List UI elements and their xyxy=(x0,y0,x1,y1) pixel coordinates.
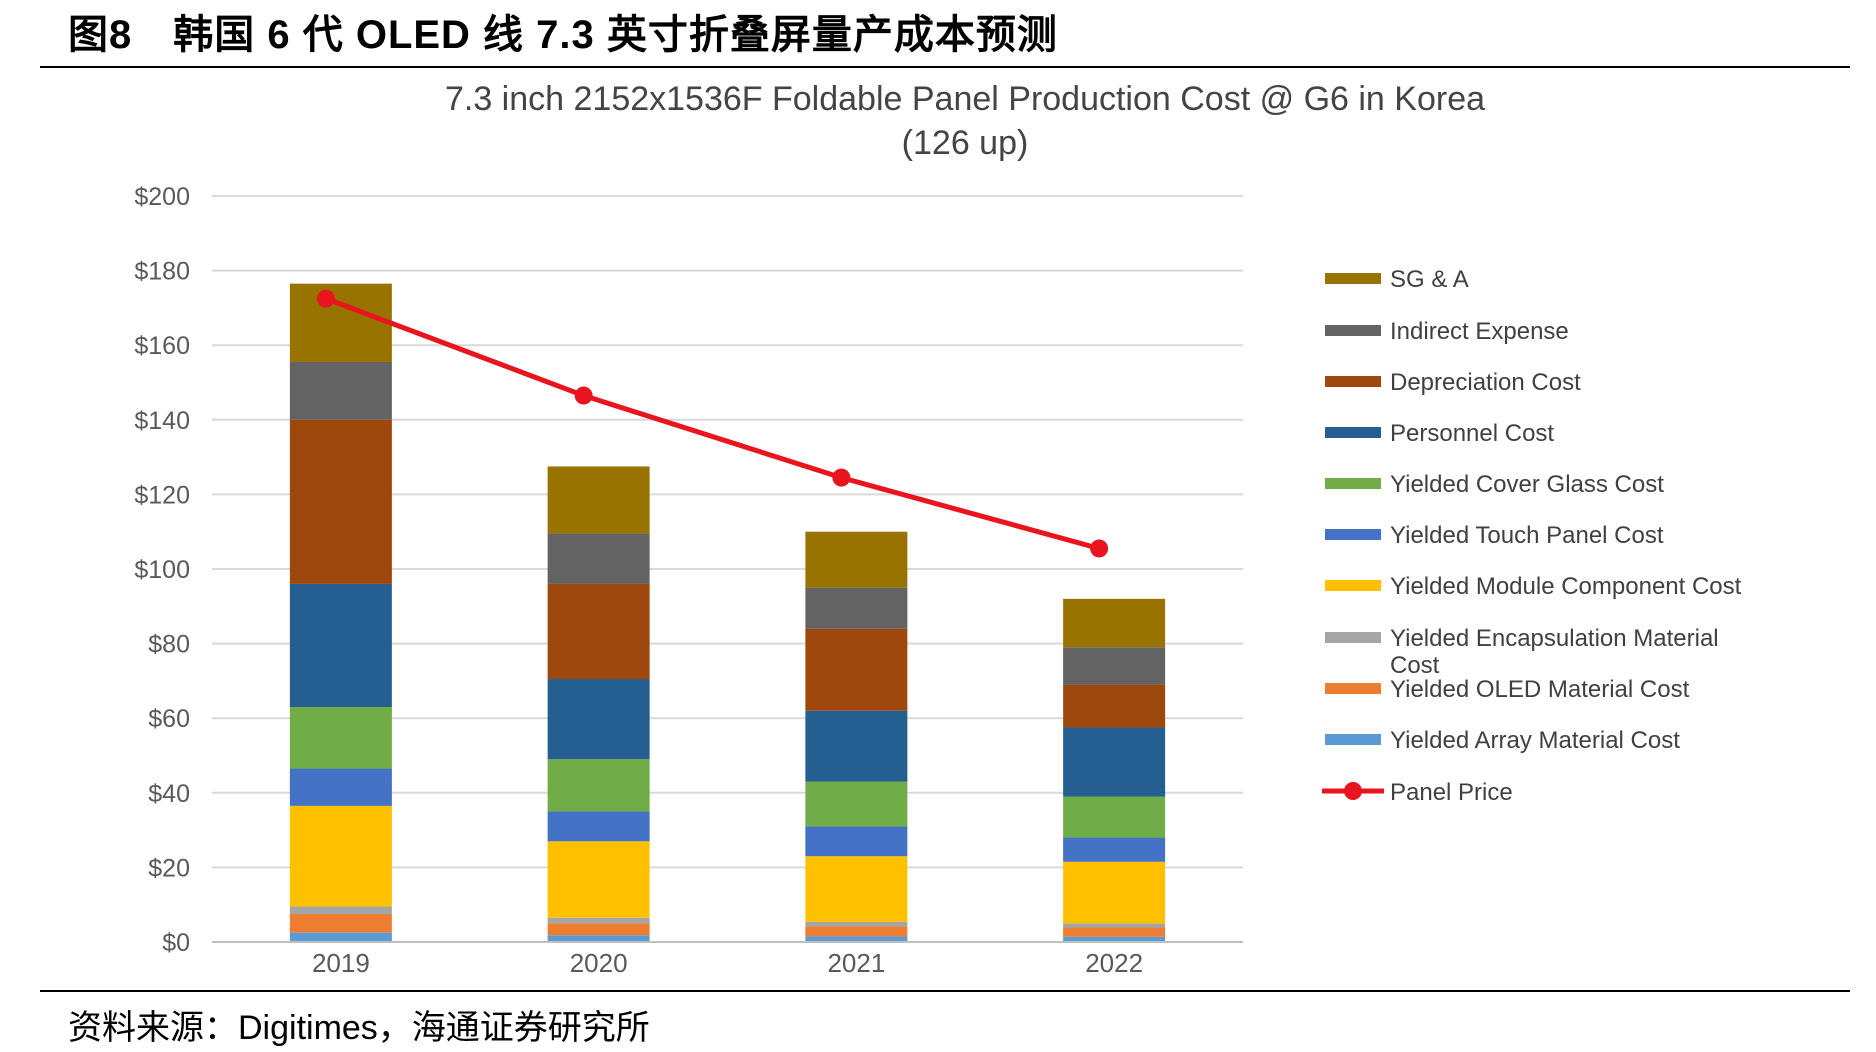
bar-segment xyxy=(1063,861,1166,924)
legend-label: Indirect Expense xyxy=(1390,318,1569,345)
legend-swatch xyxy=(1325,580,1381,591)
bottom-rule xyxy=(40,990,1850,992)
bar-segment xyxy=(1063,936,1166,942)
x-tick-label: 2020 xyxy=(570,948,628,978)
bars-layer xyxy=(289,283,1166,942)
bar-segment xyxy=(1063,796,1166,838)
x-tick-label: 2021 xyxy=(827,948,885,978)
bar-segment xyxy=(805,710,908,782)
x-tick-label: 2019 xyxy=(312,948,370,978)
bar-segment xyxy=(805,926,908,937)
bar-segment xyxy=(289,361,392,420)
panel-price-line xyxy=(324,296,1100,551)
bar-segment xyxy=(1063,684,1166,728)
bar-segment xyxy=(805,921,908,927)
panel-price-point xyxy=(316,289,335,308)
y-tick-label: $180 xyxy=(134,258,190,286)
bar-segment xyxy=(289,283,392,362)
bar-segment xyxy=(547,679,650,760)
legend-swatch xyxy=(1325,273,1381,284)
bar-segment xyxy=(547,583,650,680)
bar-segment xyxy=(547,923,650,936)
legend-swatch xyxy=(1325,529,1381,540)
bar-segment xyxy=(805,628,908,711)
bar-segment xyxy=(805,531,908,588)
bar-segment xyxy=(547,466,650,534)
legend-swatch xyxy=(1325,734,1381,745)
bar-segment xyxy=(547,917,650,924)
y-tick-label: $100 xyxy=(134,556,190,584)
line-layer xyxy=(316,289,1109,558)
bar-segment xyxy=(1063,727,1166,797)
legend-label: Yielded Encapsulation Material Cost xyxy=(1390,625,1719,679)
bar-segment xyxy=(1063,923,1166,928)
legend-swatch xyxy=(1325,683,1381,694)
bar-segment xyxy=(289,906,392,915)
bar-segment xyxy=(1063,647,1166,685)
bar-segment xyxy=(805,587,908,629)
source-note: 资料来源：Digitimes，海通证券研究所 xyxy=(68,1009,650,1047)
y-tick-label: $120 xyxy=(134,481,190,509)
y-tick-label: $200 xyxy=(134,183,190,211)
bar-segment xyxy=(289,932,392,942)
bar-segment xyxy=(547,841,650,918)
bar-segment xyxy=(1063,927,1166,937)
bar-segment xyxy=(805,781,908,827)
bar-segment xyxy=(805,856,908,922)
y-tick-label: $0 xyxy=(162,929,190,957)
chart: 7.3 inch 2152x1536F Foldable Panel Produ… xyxy=(134,80,1742,978)
y-tick-label: $80 xyxy=(148,631,190,659)
legend-swatch xyxy=(1325,427,1381,438)
y-tick-label: $140 xyxy=(134,407,190,435)
x-tick-label: 2022 xyxy=(1085,948,1143,978)
bar-segment xyxy=(547,533,650,584)
legend-label: Depreciation Cost xyxy=(1390,369,1581,396)
bar-segment xyxy=(805,936,908,942)
legend-swatch xyxy=(1325,478,1381,489)
chart-subtitle: (126 up) xyxy=(902,124,1029,162)
legend-line-marker xyxy=(1344,782,1362,800)
x-axis: 2019 2020 2021 2022 xyxy=(212,941,1243,978)
legend-label: Yielded OLED Material Cost xyxy=(1390,676,1690,703)
legend: SG & A Indirect Expense Depreciation Cost P… xyxy=(1322,266,1742,806)
bar-segment xyxy=(289,707,392,769)
bar-segment xyxy=(289,768,392,806)
legend-label: Yielded Cover Glass Cost xyxy=(1390,471,1664,498)
bar-segment xyxy=(1063,837,1166,862)
panel-price-point xyxy=(1090,539,1109,558)
bar-segment xyxy=(289,419,392,584)
panel-price-point xyxy=(832,468,851,487)
chart-title: 7.3 inch 2152x1536F Foldable Panel Produ… xyxy=(445,80,1485,118)
legend-swatch xyxy=(1325,632,1381,643)
bar-segment xyxy=(1063,598,1166,648)
legend-label: Yielded Array Material Cost xyxy=(1390,727,1680,754)
bar-segment xyxy=(289,583,392,708)
panel-price-point xyxy=(574,386,593,405)
y-tick-label: $60 xyxy=(148,705,190,733)
legend-swatch xyxy=(1325,325,1381,336)
bar-segment xyxy=(547,759,650,812)
figure-title: 图8 韩国 6 代 OLED 线 7.3 英寸折叠屏量产成本预测 xyxy=(68,13,1058,57)
legend-label: SG & A xyxy=(1390,266,1469,293)
y-tick-label: $160 xyxy=(134,332,190,360)
bar-segment xyxy=(805,826,908,857)
bar-segment xyxy=(547,811,650,842)
legend-label: Panel Price xyxy=(1390,779,1513,806)
bar-segment xyxy=(547,935,650,942)
y-tick-label: $40 xyxy=(148,780,190,808)
legend-label: Personnel Cost xyxy=(1390,420,1554,447)
bar-segment xyxy=(289,914,392,933)
top-rule xyxy=(40,66,1850,68)
bar-segment xyxy=(289,805,392,907)
y-tick-label: $20 xyxy=(148,854,190,882)
legend-swatch xyxy=(1325,376,1381,387)
grid-layer: $0 $20 $40 $60 $80 $100 $120 $140 $160 $180 $200 xyxy=(134,183,1243,957)
legend-label: Yielded Module Component Cost xyxy=(1390,573,1742,600)
legend-label: Yielded Touch Panel Cost xyxy=(1390,522,1664,549)
